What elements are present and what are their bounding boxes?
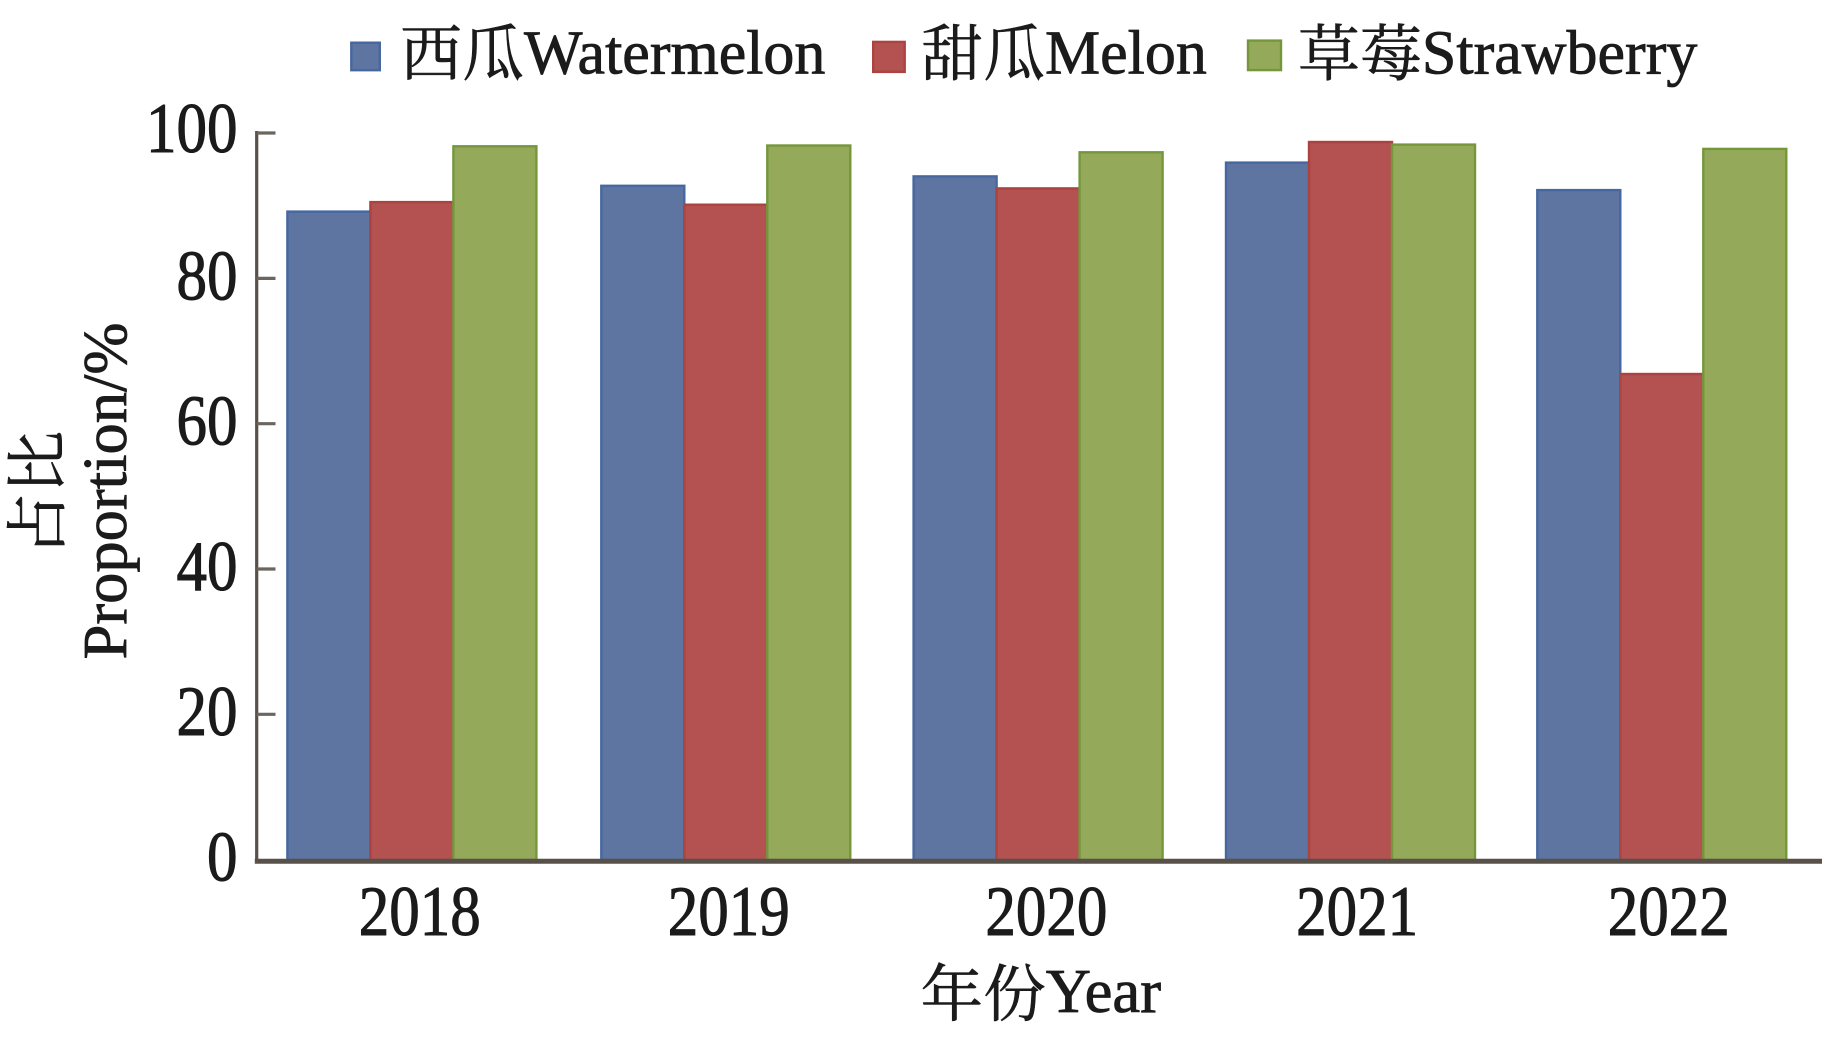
svg-text:2019: 2019 <box>668 873 790 951</box>
svg-text:40: 40 <box>177 528 238 606</box>
svg-text:2018: 2018 <box>359 873 481 951</box>
svg-text:2022: 2022 <box>1608 873 1730 951</box>
svg-text:20: 20 <box>177 673 238 751</box>
svg-text:2020: 2020 <box>985 873 1107 951</box>
svg-text:60: 60 <box>177 382 238 460</box>
svg-text:100: 100 <box>146 90 237 168</box>
svg-text:Strawberry: Strawberry <box>1422 20 1697 88</box>
svg-text:0: 0 <box>207 818 237 896</box>
svg-text:2021: 2021 <box>1296 873 1418 951</box>
svg-text:80: 80 <box>177 237 238 315</box>
svg-text:Watermelon: Watermelon <box>524 20 825 88</box>
svg-text:Year: Year <box>1046 956 1162 1026</box>
svg-text:Proportion/%: Proportion/% <box>70 323 140 660</box>
svg-text:Melon: Melon <box>1045 20 1207 88</box>
